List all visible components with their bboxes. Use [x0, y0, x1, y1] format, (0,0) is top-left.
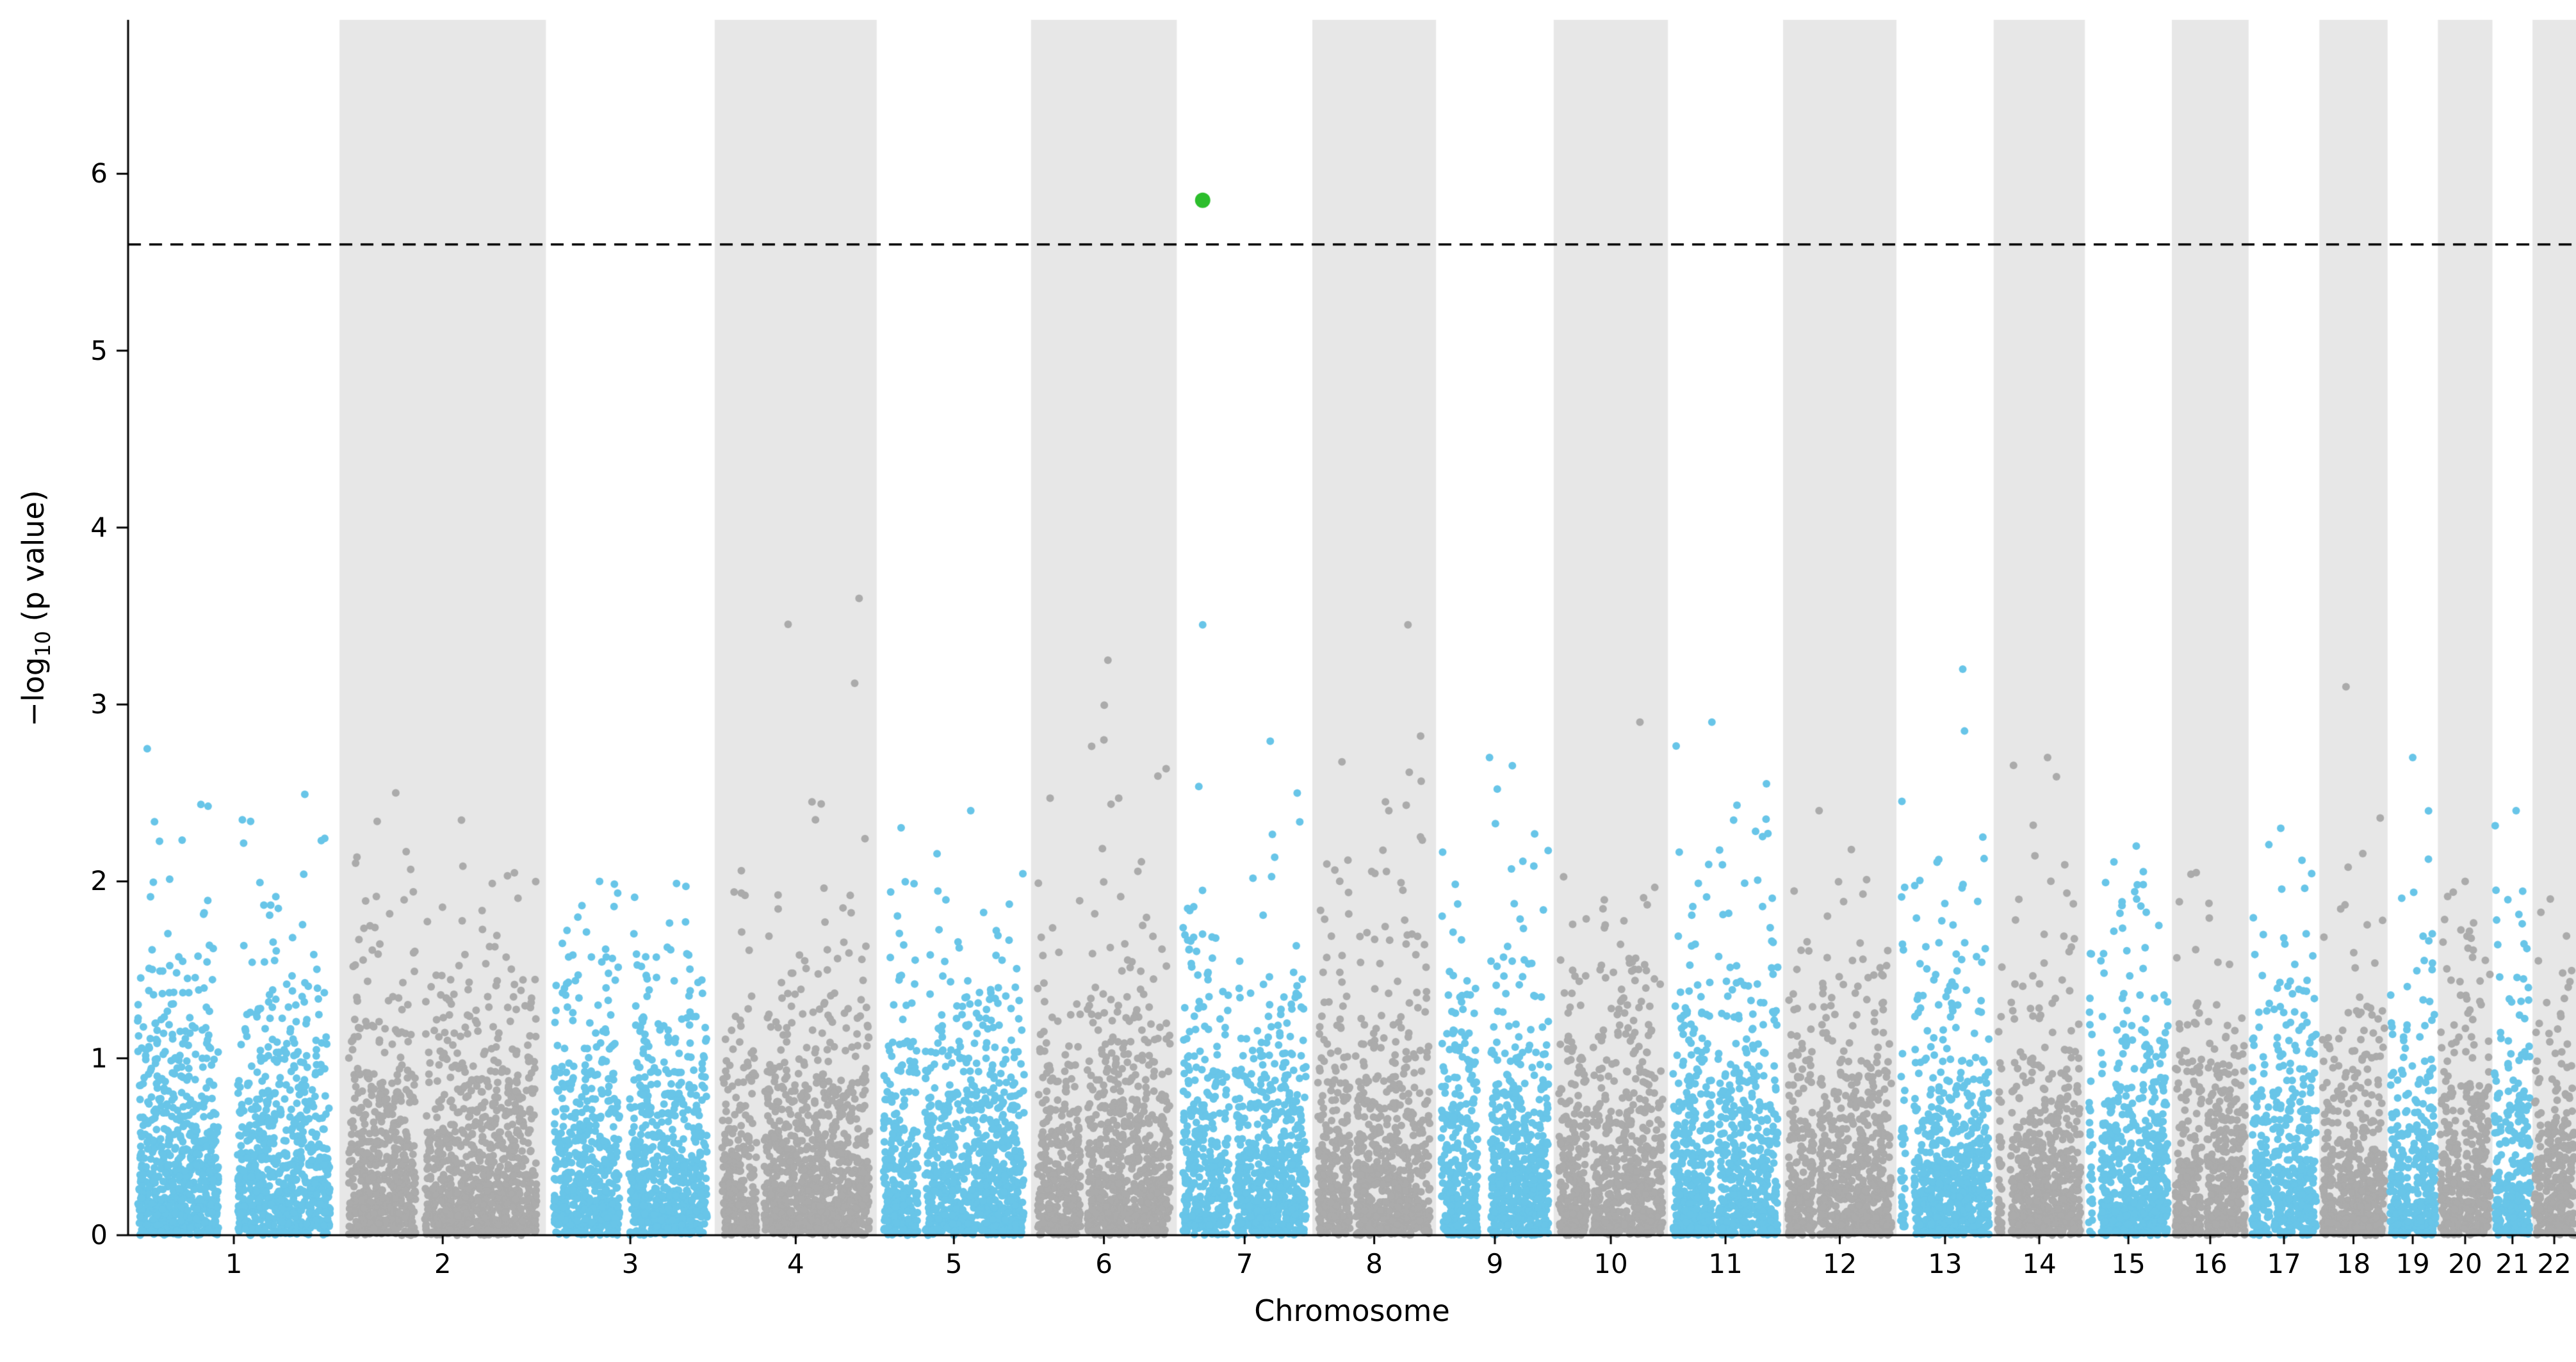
x-tick-label-chr10: 10 [1594, 1248, 1628, 1279]
x-tick-label-chr12: 12 [1822, 1248, 1857, 1279]
y-tick-label-2: 2 [90, 865, 108, 897]
y-axis-title-suffix: (p value) [15, 490, 51, 631]
y-axis-title-prefix: −log [15, 657, 51, 727]
x-tick-label-chr2: 2 [434, 1248, 452, 1279]
y-axis-title: −log10 (p value) [15, 490, 56, 727]
x-tick-label-chr9: 9 [1486, 1248, 1504, 1279]
x-tick-label-chr4: 4 [787, 1248, 804, 1279]
y-tick-label-5: 5 [90, 334, 108, 366]
x-tick-label-chr6: 6 [1095, 1248, 1113, 1279]
x-tick-label-chr17: 17 [2267, 1248, 2301, 1279]
x-tick-label-chr21: 21 [2495, 1248, 2530, 1279]
x-axis-title: Chromosome [1254, 1293, 1450, 1328]
y-tick-label-3: 3 [90, 688, 108, 720]
y-tick-label-1: 1 [90, 1042, 108, 1074]
x-tick-label-chr11: 11 [1708, 1248, 1743, 1279]
y-tick-label-6: 6 [90, 158, 108, 190]
y-tick-label-4: 4 [90, 511, 108, 543]
x-tick-label-chr20: 20 [2448, 1248, 2482, 1279]
y-axis-title-subscript: 10 [31, 631, 56, 658]
x-tick-label-chr14: 14 [2022, 1248, 2057, 1279]
x-tick-label-chr7: 7 [1235, 1248, 1253, 1279]
x-tick-label-chr22: 22 [2537, 1248, 2572, 1279]
y-tick-label-0: 0 [90, 1219, 108, 1251]
x-tick-label-chr5: 5 [945, 1248, 963, 1279]
x-tick-label-chr1: 1 [225, 1248, 243, 1279]
x-tick-label-chr15: 15 [2111, 1248, 2146, 1279]
x-tick-label-chr18: 18 [2336, 1248, 2371, 1279]
x-tick-label-chr8: 8 [1365, 1248, 1383, 1279]
x-tick-label-chr13: 13 [1928, 1248, 1962, 1279]
x-tick-label-chr19: 19 [2395, 1248, 2430, 1279]
x-tick-label-chr3: 3 [621, 1248, 639, 1279]
x-tick-label-chr16: 16 [2193, 1248, 2228, 1279]
